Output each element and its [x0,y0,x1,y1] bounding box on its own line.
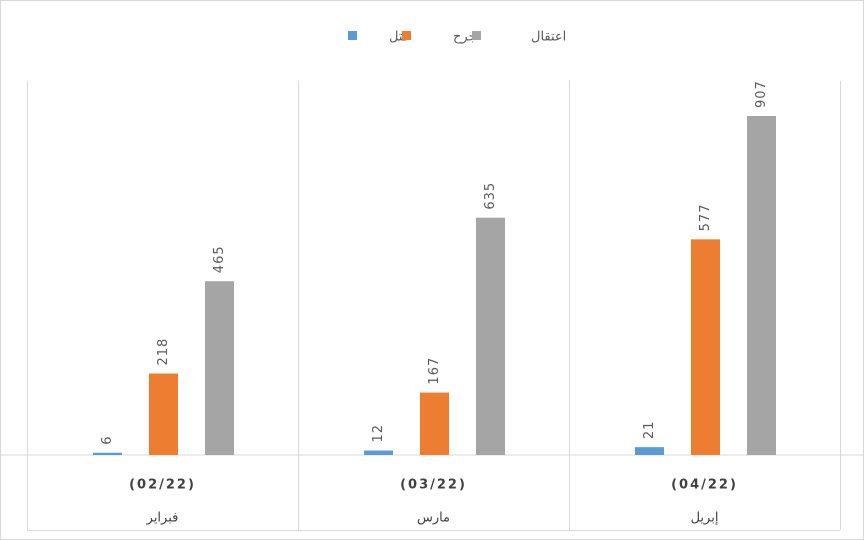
legend-swatch-1 [348,31,357,40]
category-month-label: فبراير [146,511,179,526]
bar [364,450,393,455]
legend-swatch-3 [472,31,481,40]
data-label: 167 [427,357,442,385]
data-label: 577 [698,204,713,232]
category-month-label: مارس [417,511,450,526]
category-code-label: (04/22) [671,478,738,493]
data-label: 218 [156,338,171,366]
bars-group [93,116,776,455]
data-label: 12 [371,424,386,443]
category-code-label: (02/22) [129,478,196,493]
data-label: 6 [100,435,115,444]
legend-swatch-2 [402,31,411,40]
category-code-label: (03/22) [400,478,467,493]
legend-label-3: اعتقال [531,30,566,45]
labels-group: 6 218 465 (02/22) فبراير 12 167 635 (03/22) مارس 2… [100,80,769,525]
legend: قتل جرح اعتقال [348,30,566,45]
bar [635,447,664,455]
bar [149,373,178,455]
data-label: 465 [212,245,227,273]
chart-frame [1,81,863,531]
bar [691,239,720,455]
data-label: 635 [483,182,498,210]
category-month-label: إبريل [691,511,719,526]
legend-label-2: جرح [453,30,477,45]
bar [420,392,449,455]
bar [93,452,122,455]
bar [747,116,776,455]
data-label: 907 [754,80,769,108]
data-label: 21 [642,421,657,440]
bar [476,217,505,455]
bar [205,281,234,455]
